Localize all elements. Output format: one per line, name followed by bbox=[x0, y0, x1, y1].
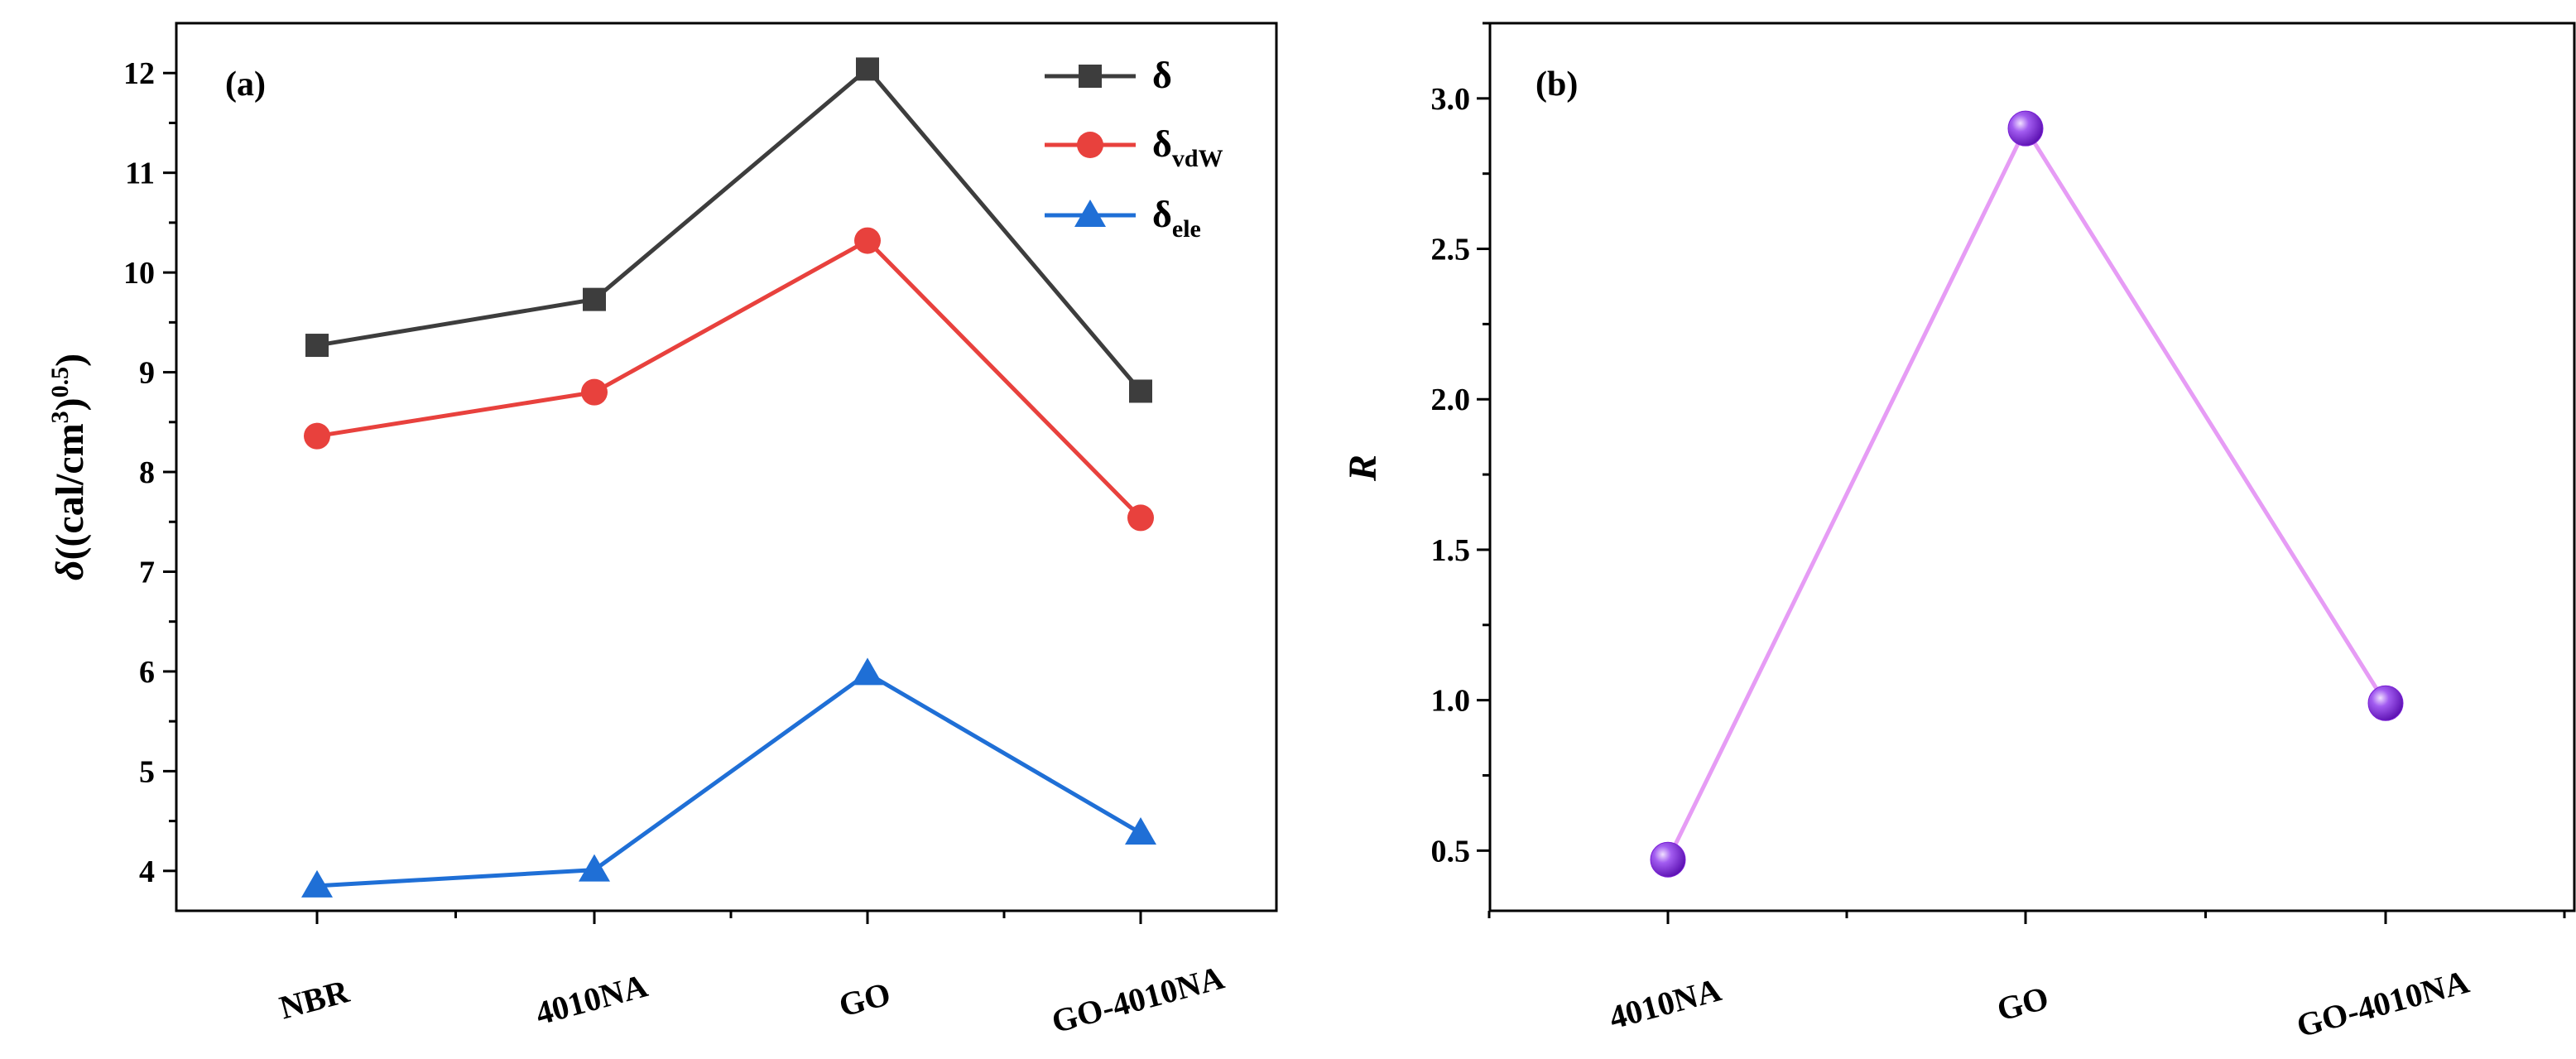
panel-b-y-axis-title: R bbox=[1341, 455, 1385, 482]
y-tick-label: 8 bbox=[139, 455, 155, 490]
y-title-symbol: δ bbox=[48, 561, 92, 581]
data-point bbox=[304, 422, 330, 450]
y-tick-label: 3.0 bbox=[1431, 82, 1471, 117]
y-tick-label: 2.0 bbox=[1431, 383, 1471, 417]
series-line bbox=[1665, 124, 2388, 861]
data-point bbox=[301, 869, 333, 898]
legend-swatch-marker bbox=[1077, 132, 1103, 158]
y-tick-label: 1.0 bbox=[1431, 684, 1471, 719]
panel-b-plot-frame bbox=[1488, 22, 2576, 912]
y-title-sup2: 0.5 bbox=[46, 367, 74, 398]
data-point bbox=[1125, 817, 1156, 845]
panel-b-y-axis: 0.5 1.0 1.5 2.0 2.5 3.0 bbox=[1431, 22, 1490, 869]
legend-swatch-marker bbox=[1079, 65, 1102, 88]
series-line bbox=[316, 238, 1142, 520]
y-tick-label: 4 bbox=[139, 854, 155, 889]
series-r-group bbox=[1650, 110, 2404, 878]
panel-a-y-axis: 4 5 6 7 8 9 10 11 12 bbox=[123, 56, 176, 889]
panel-a-series-group bbox=[301, 57, 1156, 898]
y-tick-label: 7 bbox=[139, 555, 155, 590]
series-square-group bbox=[305, 57, 1152, 403]
data-point bbox=[583, 287, 606, 311]
legend-symbol: δ bbox=[1152, 123, 1172, 165]
panel-a-y-axis-title: δ((cal/cm3)0.5) bbox=[46, 354, 92, 580]
x-tick-label: GO-4010NA bbox=[2293, 963, 2473, 1045]
data-point bbox=[305, 334, 329, 358]
panel-b-label: (b) bbox=[1536, 65, 1578, 103]
legend-symbol: δ bbox=[1152, 193, 1172, 235]
x-tick-label: GO bbox=[1993, 979, 2053, 1028]
y-tick-label: 0.5 bbox=[1431, 834, 1471, 869]
y-title-sup1: 3 bbox=[46, 411, 74, 423]
y-tick-label: 10 bbox=[123, 256, 155, 291]
series-circle-group bbox=[304, 227, 1154, 532]
series-triangle-group bbox=[301, 657, 1156, 898]
y-title-close: ) bbox=[48, 397, 92, 411]
data-point bbox=[1127, 504, 1154, 532]
data-point bbox=[1650, 841, 1686, 878]
y-title-end: ) bbox=[48, 354, 92, 367]
legend-subscript: ele bbox=[1172, 215, 1201, 243]
x-tick-label: 4010NA bbox=[531, 966, 651, 1032]
legend-subscript: vdW bbox=[1172, 145, 1223, 172]
y-tick-label: 5 bbox=[139, 754, 155, 789]
data-point bbox=[852, 657, 883, 686]
data-point bbox=[856, 57, 879, 81]
panel-a-x-axis: NBR 4010NA GO GO-4010NA bbox=[276, 911, 1228, 1040]
y-tick-label: 11 bbox=[125, 156, 155, 191]
data-point bbox=[2367, 685, 2404, 721]
y-tick-label: 2.5 bbox=[1431, 233, 1471, 267]
data-point bbox=[2007, 110, 2044, 147]
x-tick-label: GO-4010NA bbox=[1048, 959, 1228, 1041]
series-line bbox=[316, 671, 1142, 888]
panel-b-chart: 0.5 1.0 1.5 2.0 2.5 3.0 4010NA GO GO-4010NA (b)… bbox=[1341, 22, 2576, 1045]
series-line bbox=[316, 65, 1142, 393]
panel-b-series-group bbox=[1650, 110, 2404, 878]
legend-symbol: δ bbox=[1152, 54, 1172, 96]
y-tick-label: 12 bbox=[123, 56, 155, 91]
x-tick-label: GO bbox=[835, 975, 895, 1024]
legend-entry: δvdW bbox=[1152, 123, 1223, 172]
panel-b-x-axis: 4010NA GO GO-4010NA bbox=[1487, 911, 2566, 1045]
y-tick-label: 9 bbox=[139, 356, 155, 391]
data-point bbox=[579, 854, 610, 882]
y-tick-label: 6 bbox=[139, 655, 155, 690]
x-tick-label: 4010NA bbox=[1605, 970, 1725, 1036]
panel-a-label: (a) bbox=[225, 65, 266, 103]
y-title-open: ((cal/cm bbox=[48, 423, 92, 560]
x-tick-label: NBR bbox=[276, 972, 353, 1027]
data-point bbox=[854, 227, 881, 254]
legend-swatch-marker bbox=[1074, 200, 1106, 227]
data-point bbox=[581, 378, 608, 406]
y-tick-label: 1.5 bbox=[1431, 533, 1471, 568]
panel-a-plot-frame bbox=[175, 22, 1278, 912]
legend-entry: δele bbox=[1152, 193, 1201, 243]
data-point bbox=[1129, 379, 1152, 403]
legend-entry: δ bbox=[1152, 54, 1172, 96]
